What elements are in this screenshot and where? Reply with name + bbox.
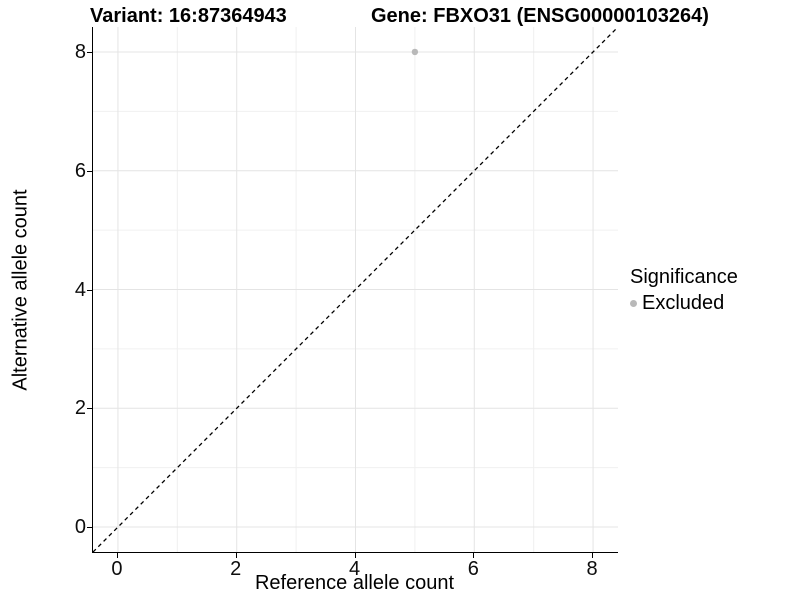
- y-tick-label: 0: [74, 516, 86, 539]
- y-tick-label: 6: [74, 159, 86, 182]
- x-tick-label: 8: [586, 558, 598, 580]
- y-tick-label: 8: [74, 40, 86, 63]
- x-tick-mark: [116, 553, 118, 558]
- x-tick-mark: [235, 553, 237, 558]
- variant-title: Variant: 16:87364943: [90, 5, 287, 27]
- y-tick-mark: [87, 170, 92, 172]
- x-tick-mark: [354, 553, 356, 558]
- y-tick-label: 2: [74, 397, 86, 420]
- x-tick-label: 6: [467, 558, 479, 580]
- x-tick-label: 2: [230, 558, 242, 580]
- legend: Significance Excluded: [630, 265, 738, 315]
- y-tick-mark: [87, 527, 92, 529]
- legend-item-excluded: Excluded: [630, 292, 738, 315]
- y-tick-mark: [87, 289, 92, 291]
- scatter-plot-area: [93, 27, 618, 552]
- x-tick-label: 0: [111, 558, 123, 580]
- x-axis-title: Reference allele count: [254, 572, 454, 594]
- gene-title: Gene: FBXO31 (ENSG00000103264): [371, 5, 709, 27]
- legend-title: Significance: [630, 266, 738, 288]
- y-tick-label: 4: [74, 278, 86, 301]
- data-point-excluded: [411, 48, 419, 56]
- y-axis-title: Alternative allele count: [9, 189, 32, 391]
- x-tick-mark: [592, 553, 594, 558]
- excluded-circle-icon: [630, 300, 637, 307]
- x-tick-label: 4: [348, 558, 361, 580]
- y-tick-mark: [87, 408, 92, 410]
- x-tick-mark: [473, 553, 475, 558]
- legend-item-label: Excluded: [642, 292, 725, 314]
- plot-panel: [92, 27, 618, 553]
- identity-dashed-line: [93, 27, 618, 552]
- y-tick-mark: [87, 51, 92, 53]
